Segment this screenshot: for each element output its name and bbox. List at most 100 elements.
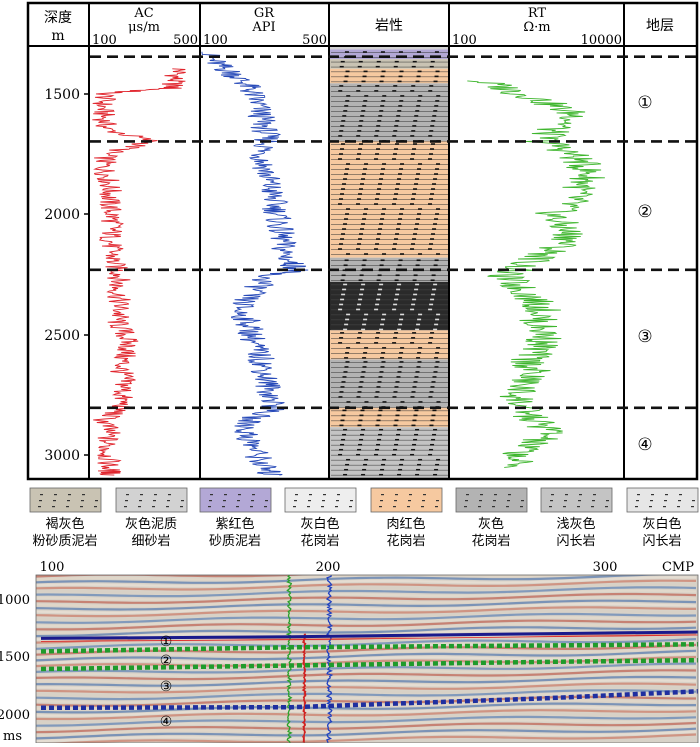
reflection-band	[36, 619, 697, 631]
legend-label-line: 粉砂质泥岩	[32, 534, 98, 549]
legend-label-line: 紫红色	[215, 517, 255, 532]
legend-label: 灰白色 闪长岩	[620, 516, 700, 550]
reflection-band	[36, 609, 697, 621]
legend-label-line: 闪长岩	[556, 534, 596, 549]
depth-axis: 1500 2000 2500 3000	[44, 87, 89, 464]
reflection-band	[36, 582, 697, 594]
legend-label-line: 花岗岩	[471, 534, 511, 549]
depth-tick-label: 3000	[44, 448, 80, 464]
depth-tick-label: 2500	[44, 328, 80, 344]
reflection-band	[36, 646, 697, 659]
gr-unit: API	[251, 20, 275, 35]
lithology-interval	[330, 427, 449, 478]
reflection-band	[36, 616, 697, 628]
reflection-band	[36, 602, 697, 614]
legend-label-line: 花岗岩	[386, 534, 426, 549]
reflection-band	[36, 626, 697, 638]
reflection-band	[36, 579, 697, 591]
reflection-band	[36, 730, 697, 743]
reflection-band	[36, 649, 697, 662]
depth-header: 深度	[44, 10, 72, 26]
lithology-interval	[330, 47, 449, 50]
gr-header: GR	[254, 6, 275, 21]
lithology-texture	[331, 283, 448, 331]
lithology-interval	[330, 49, 449, 60]
reflection-band	[36, 589, 697, 601]
reflection-band	[36, 709, 697, 721]
cmp-tick-label: 100	[40, 560, 65, 575]
reflection-band	[36, 712, 697, 724]
reflection-band	[36, 662, 697, 674]
strata-label: ①	[637, 93, 652, 113]
seismic-reflections	[36, 575, 697, 743]
reflection-band	[36, 675, 697, 687]
time-tick-label: 1500	[0, 650, 30, 665]
legend-label-line: 褐灰色	[45, 517, 85, 532]
lithology-texture	[331, 143, 448, 255]
lithology-texture	[331, 70, 448, 83]
lithology-interval	[330, 59, 449, 69]
ac-header: AC	[133, 6, 153, 21]
lithology-texture	[331, 361, 448, 408]
reflection-band	[36, 692, 697, 704]
lithology-interval	[330, 281, 449, 331]
seismic-gr-curve	[325, 575, 334, 743]
legend-label-line: 闪长岩	[642, 534, 682, 549]
reflection-band	[36, 622, 697, 634]
ac-min: 100	[92, 33, 117, 48]
legend-label: 肉红色 花岗岩	[364, 516, 448, 550]
reflection-band	[36, 724, 697, 737]
reflection-band	[36, 679, 697, 691]
lithology-texture	[331, 409, 448, 427]
lithology-texture	[331, 60, 448, 68]
lithology-legend	[29, 487, 699, 513]
strata-label: ④	[637, 435, 652, 455]
horizon-line	[40, 634, 698, 642]
reflection-band	[36, 596, 697, 608]
cmp-tick-label: 200	[316, 560, 341, 575]
strata-label: ②	[637, 202, 652, 222]
lithology-texture	[331, 428, 448, 476]
strata-header: 地层	[646, 18, 674, 34]
legend-label: 紫红色 砂质泥岩	[193, 516, 277, 550]
reflection-band	[36, 635, 697, 647]
legend-label: 灰色泥质 细砂岩	[109, 516, 193, 550]
rt-max: 10000	[581, 33, 622, 48]
time-tick-label: 2000	[0, 708, 30, 723]
rt-curve	[467, 80, 605, 468]
lithology-intervals	[330, 47, 449, 478]
lithology-interval	[330, 83, 449, 142]
reflection-band	[36, 665, 696, 677]
reflection-band	[36, 606, 696, 618]
legend-label: 灰色 花岗岩	[449, 516, 533, 550]
lithology-texture	[331, 332, 448, 359]
reflection-band	[36, 719, 697, 731]
well-log-panel: 深度 m AC μs/m 100 500 GR API 100 500 岩性 R…	[26, 1, 699, 481]
legend-label: 灰白色 花岗岩	[278, 516, 362, 550]
reflection-band	[36, 705, 697, 717]
legend-label-line: 花岗岩	[300, 534, 340, 549]
legend-label-line: 灰白色	[642, 517, 682, 532]
legend-label-line: 灰色泥质	[124, 517, 177, 532]
time-tick-label: 1000	[0, 593, 30, 608]
reflection-band	[36, 685, 697, 697]
reflection-band	[36, 721, 697, 734]
reflection-band	[36, 592, 697, 604]
ac-curve	[92, 68, 186, 476]
reflection-band	[36, 702, 697, 714]
reflection-band	[36, 689, 697, 701]
reflection-band	[36, 599, 697, 611]
log-frame	[26, 1, 699, 481]
legend-label: 褐灰色 粉砂质泥岩	[23, 516, 107, 550]
seismic-well-logs	[285, 575, 334, 743]
reflection-band	[40, 733, 697, 743]
ac-max: 500	[173, 33, 198, 48]
rt-unit: Ω·m	[523, 20, 550, 35]
horizon-label: ③	[160, 679, 173, 695]
legend-swatch	[199, 487, 272, 513]
horizon-line	[40, 630, 698, 640]
lith-header: 岩性	[375, 18, 403, 34]
horizon-line	[40, 642, 698, 654]
